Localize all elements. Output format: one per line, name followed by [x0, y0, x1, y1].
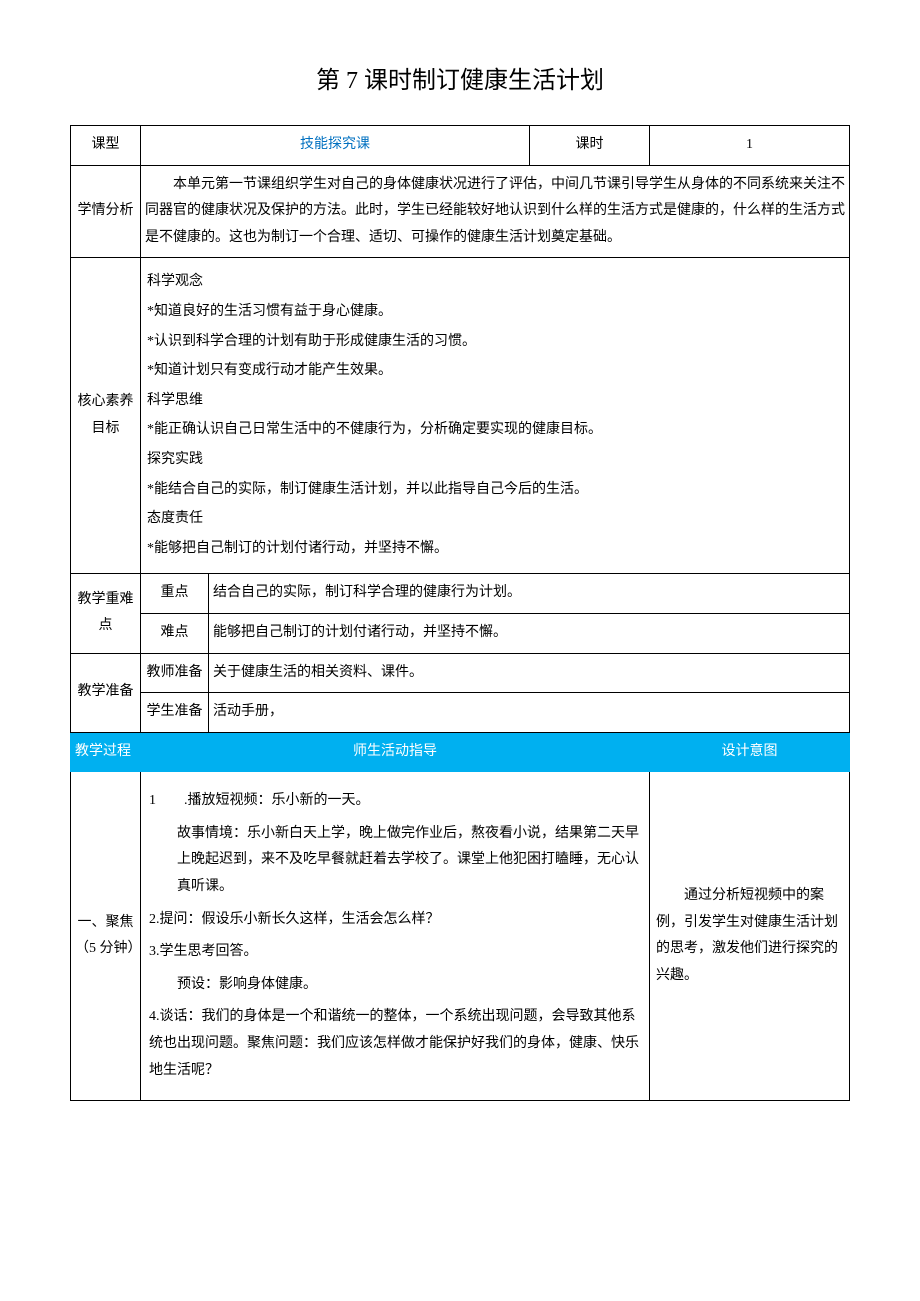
- activity-sub: 预设：影响身体健康。: [149, 972, 641, 999]
- analysis-label: 学情分析: [71, 165, 141, 258]
- lesson-type-value: 技能探究课: [141, 126, 530, 166]
- activity-sub: 故事情境：乐小新白天上学，晚上做完作业后，熬夜看小说，结果第二天早上晚起迟到，来…: [149, 821, 641, 901]
- goals-label: 核心素养目标: [71, 258, 141, 574]
- difficulty-text: 能够把自己制订的计划付诸行动，并坚持不懈。: [209, 613, 850, 653]
- header-intent: 设计意图: [650, 732, 850, 772]
- teacher-prep-text: 关于健康生活的相关资料、课件。: [209, 653, 850, 693]
- activity-item: 4.谈话：我们的身体是一个和谐统一的整体，一个系统出现问题，会导致其他系统也出现…: [149, 1004, 641, 1084]
- activity-item: 3.学生思考回答。: [149, 939, 641, 966]
- table-row: 教学准备 教师准备 关于健康生活的相关资料、课件。: [71, 653, 850, 693]
- period-value: 1: [650, 126, 850, 166]
- table-row: 难点 能够把自己制订的计划付诸行动，并坚持不懈。: [71, 613, 850, 653]
- analysis-text: 本单元第一节课组织学生对自己的身体健康状况进行了评估，中间几节课引导学生从身体的…: [141, 165, 850, 258]
- lesson-type-label: 课型: [71, 126, 141, 166]
- page-title: 第 7 课时制订健康生活计划: [70, 60, 850, 95]
- table-row: 教学重难点 重点 结合自己的实际，制订科学合理的健康行为计划。: [71, 574, 850, 614]
- focus-section-title: 一、聚焦: [75, 910, 136, 937]
- table-row: 学情分析 本单元第一节课组织学生对自己的身体健康状况进行了评估，中间几节课引导学…: [71, 165, 850, 258]
- activity-item: 1 .播放短视频：乐小新的一天。: [149, 788, 641, 815]
- table-row: 课型 技能探究课 课时 1: [71, 126, 850, 166]
- process-header-row: 教学过程 师生活动指导 设计意图: [71, 732, 850, 772]
- goals-item: *能正确认识自己日常生活中的不健康行为，分析确定要实现的健康目标。: [147, 417, 843, 444]
- analysis-paragraph: 本单元第一节课组织学生对自己的身体健康状况进行了评估，中间几节课引导学生从身体的…: [145, 172, 845, 252]
- teacher-prep-label: 教师准备: [141, 653, 209, 693]
- difficulty-label: 难点: [141, 613, 209, 653]
- intent-text: 通过分析短视频中的案例，引发学生对健康生活计划的思考，激发他们进行探究的兴趣。: [656, 883, 843, 989]
- goals-heading: 探究实践: [147, 447, 843, 474]
- goals-heading: 科学观念: [147, 269, 843, 296]
- header-activity: 师生活动指导: [141, 732, 650, 772]
- goals-item: *认识到科学合理的计划有助于形成健康生活的习惯。: [147, 329, 843, 356]
- keypoints-label: 教学重难点: [71, 574, 141, 653]
- goals-heading: 科学思维: [147, 388, 843, 415]
- student-prep-text: 活动手册，: [209, 693, 850, 733]
- table-row: 核心素养目标 科学观念 *知道良好的生活习惯有益于身心健康。 *认识到科学合理的…: [71, 258, 850, 574]
- table-row: 一、聚焦 （5 分钟） 1 .播放短视频：乐小新的一天。 故事情境：乐小新白天上…: [71, 772, 850, 1101]
- focus-section-label: 一、聚焦 （5 分钟）: [71, 772, 141, 1101]
- activity-item: 2.提问：假设乐小新长久这样，生活会怎么样？: [149, 907, 641, 934]
- focus-text: 结合自己的实际，制订科学合理的健康行为计划。: [209, 574, 850, 614]
- period-label: 课时: [530, 126, 650, 166]
- focus-activity: 1 .播放短视频：乐小新的一天。 故事情境：乐小新白天上学，晚上做完作业后，熬夜…: [141, 772, 650, 1101]
- student-prep-label: 学生准备: [141, 693, 209, 733]
- focus-section-time: （5 分钟）: [75, 936, 136, 963]
- lesson-plan-table: 课型 技能探究课 课时 1 学情分析 本单元第一节课组织学生对自己的身体健康状况…: [70, 125, 850, 1101]
- goals-item: *能够把自己制订的计划付诸行动，并坚持不懈。: [147, 536, 843, 563]
- goals-item: *知道计划只有变成行动才能产生效果。: [147, 358, 843, 385]
- focus-intent: 通过分析短视频中的案例，引发学生对健康生活计划的思考，激发他们进行探究的兴趣。: [650, 772, 850, 1101]
- goals-item: *知道良好的生活习惯有益于身心健康。: [147, 299, 843, 326]
- prep-label: 教学准备: [71, 653, 141, 732]
- goals-item: *能结合自己的实际，制订健康生活计划，并以此指导自己今后的生活。: [147, 477, 843, 504]
- focus-label: 重点: [141, 574, 209, 614]
- goals-content: 科学观念 *知道良好的生活习惯有益于身心健康。 *认识到科学合理的计划有助于形成…: [141, 258, 850, 574]
- header-process: 教学过程: [71, 732, 141, 772]
- goals-heading: 态度责任: [147, 506, 843, 533]
- table-row: 学生准备 活动手册，: [71, 693, 850, 733]
